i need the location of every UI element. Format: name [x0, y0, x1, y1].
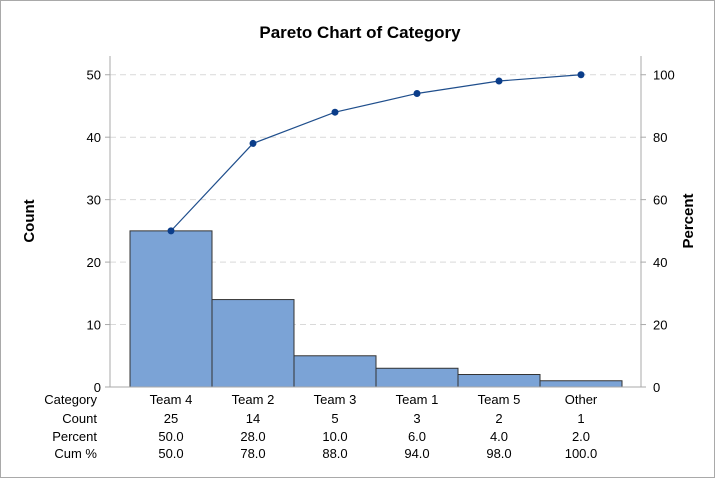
left-tick-label: 0	[94, 380, 101, 395]
table-cell: 4.0	[490, 429, 508, 444]
cum-percent-point	[331, 108, 339, 116]
cum-percent-point	[249, 139, 257, 147]
cum-percent-line	[170, 74, 582, 232]
table-cell: 50.0	[158, 446, 183, 461]
category-label: Team 5	[478, 392, 521, 407]
cum-percent-point	[495, 77, 503, 85]
bar	[539, 380, 623, 388]
chart-title: Pareto Chart of Category	[259, 23, 461, 42]
bar	[293, 355, 377, 388]
right-tick-label: 20	[653, 318, 667, 333]
right-tick-label: 80	[653, 130, 667, 145]
table-cell: 5	[331, 411, 338, 426]
table-cell: 1	[577, 411, 584, 426]
category-label: Other	[565, 392, 598, 407]
y-axis-title-left: Count	[21, 199, 38, 242]
bar	[457, 374, 541, 388]
table-cell: 25	[164, 411, 178, 426]
table-cell: 2	[495, 411, 502, 426]
cumulative-line	[167, 71, 585, 235]
left-tick-label: 50	[87, 68, 101, 83]
table-cell: 10.0	[322, 429, 347, 444]
table-cell: 6.0	[408, 429, 426, 444]
table-row-label: Count	[62, 411, 97, 426]
y-axis-title-right: Percent	[680, 193, 697, 248]
bars	[129, 230, 623, 388]
table-cell: 3	[413, 411, 420, 426]
cum-percent-point	[577, 71, 585, 79]
bar	[375, 367, 459, 388]
table-cell: 88.0	[322, 446, 347, 461]
category-label: Team 3	[314, 392, 357, 407]
right-tick-label: 0	[653, 380, 660, 395]
table-cell: 78.0	[240, 446, 265, 461]
right-tick-label: 40	[653, 255, 667, 270]
table-cell: 50.0	[158, 429, 183, 444]
axes: 0 10 20 30 40 50 0 20 40 60 80 100	[87, 56, 675, 395]
category-label: Team 1	[396, 392, 439, 407]
right-tick-label: 60	[653, 193, 667, 208]
cum-percent-point	[413, 89, 421, 97]
table-cell: 94.0	[404, 446, 429, 461]
bar	[211, 299, 295, 388]
left-tick-label: 40	[87, 130, 101, 145]
table-cell: 98.0	[486, 446, 511, 461]
table-cell: 28.0	[240, 429, 265, 444]
table-row-label: Cum %	[54, 446, 97, 461]
table-cell: 100.0	[565, 446, 598, 461]
left-tick-label: 20	[87, 255, 101, 270]
table-row-label: Percent	[52, 429, 97, 444]
grid-lines	[110, 74, 641, 326]
category-label: Team 4	[150, 392, 193, 407]
right-tick-label: 100	[653, 68, 675, 83]
table-cell: 14	[246, 411, 260, 426]
left-tick-label: 30	[87, 193, 101, 208]
table-cell: 2.0	[572, 429, 590, 444]
category-label: Team 2	[232, 392, 275, 407]
cum-percent-point	[167, 227, 175, 235]
table-row-label: Category	[44, 392, 97, 407]
summary-table: Category Team 4 Team 2 Team 3 Team 1 Team 5 Ot…	[44, 392, 598, 461]
bar	[129, 230, 213, 388]
left-tick-label: 10	[87, 318, 101, 333]
